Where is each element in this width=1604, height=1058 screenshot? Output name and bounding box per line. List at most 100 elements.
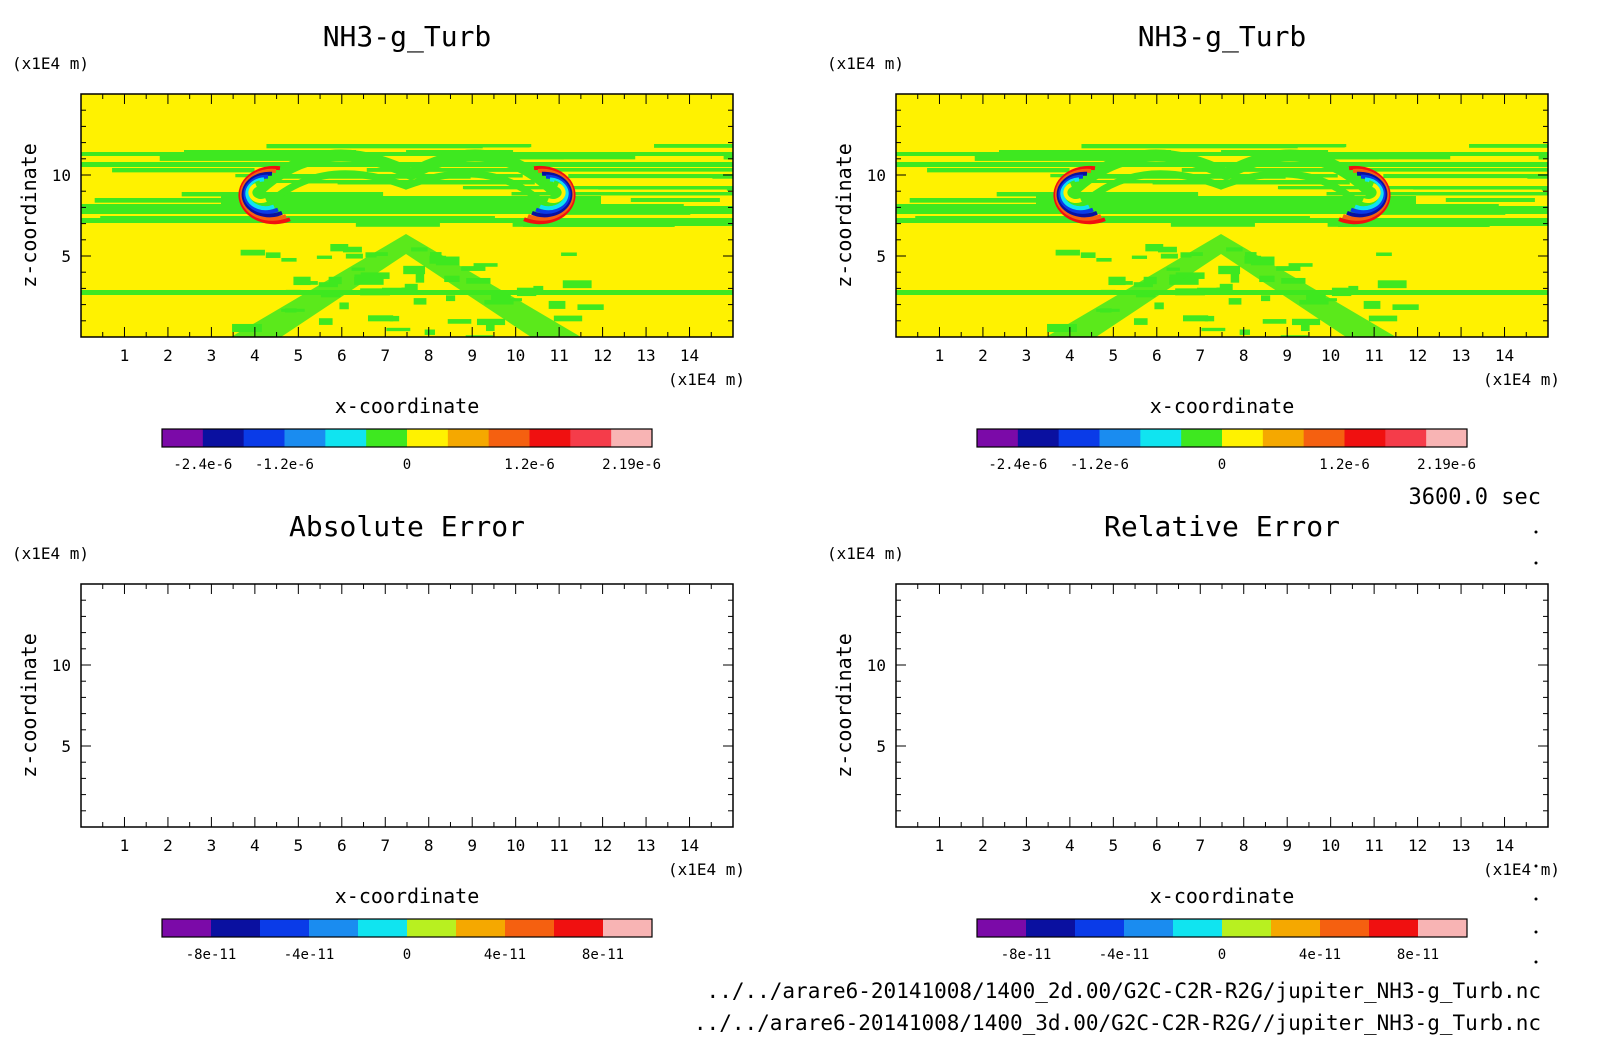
colorbar-swatch — [407, 429, 449, 447]
colorbar-frame — [161, 428, 653, 448]
x-tick-label: 7 — [1195, 346, 1205, 365]
x-tick-label: 4 — [250, 836, 260, 855]
colorbar-frame — [976, 918, 1468, 938]
x-axis-label: x-coordinate — [335, 394, 480, 418]
colorbar-swatch — [1058, 429, 1100, 447]
x-tick-label: 12 — [1408, 836, 1427, 855]
x-tick-label: 6 — [1152, 346, 1162, 365]
x-tick-label: 10 — [506, 836, 525, 855]
colorbar-label: -4e-11 — [1099, 947, 1150, 963]
x-tick-label: 6 — [1152, 836, 1162, 855]
colorbar-swatch — [488, 429, 530, 447]
x-axis-label: x-coordinate — [1150, 884, 1295, 908]
colorbar: -8e-11 -4e-11 0 4e-11 8e-11 — [161, 918, 653, 963]
colorbar-frame — [976, 428, 1468, 448]
x-tick-label: 10 — [1321, 346, 1340, 365]
x-tick-label: 14 — [680, 836, 699, 855]
colorbar-swatch — [1303, 429, 1345, 447]
x-tick-label: 5 — [294, 836, 304, 855]
x-unit-label: (x1E4 m) — [1483, 370, 1560, 389]
colorbar-swatch — [1181, 429, 1223, 447]
colorbar-swatch — [243, 429, 285, 447]
x-tick-label: 10 — [506, 346, 525, 365]
colorbar-swatch — [1369, 919, 1419, 937]
x-tick-label: 8 — [1239, 346, 1249, 365]
x-tick-label: 8 — [424, 836, 434, 855]
x-tick-label: 4 — [1065, 836, 1075, 855]
y-unit-label: (x1E4 m) — [827, 544, 904, 563]
x-tick-label: 14 — [1495, 346, 1514, 365]
colorbar-swatch — [284, 429, 326, 447]
colorbar-swatch — [447, 429, 490, 447]
margin-dots — [1534, 530, 1538, 964]
plot-frame — [80, 583, 734, 828]
colorbar-swatch — [1075, 919, 1125, 937]
time-label: 3600.0 sec — [1409, 485, 1541, 510]
x-tick-label: 12 — [593, 346, 612, 365]
x-tick-label: 12 — [1408, 346, 1427, 365]
colorbar-swatch — [529, 429, 571, 447]
colorbar-swatch — [162, 429, 204, 447]
x-tick-label: 9 — [467, 346, 477, 365]
panel-3: Absolute Error(x1E4 m)1 2 3 4 5 6 7 8 9 10 11 12 13 1… — [12, 510, 745, 963]
file-path-1: ../../arare6-20141008/1400_2d.00/G2C-C2R… — [707, 979, 1541, 1003]
colorbar-swatch — [554, 919, 604, 937]
colorbar-label: -8e-11 — [186, 947, 237, 963]
x-tick-label: 2 — [163, 836, 173, 855]
x-tick-label: 4 — [250, 346, 260, 365]
colorbar-label: 2.19e-6 — [602, 457, 661, 473]
y-axis-label: z-coordinate — [832, 633, 856, 778]
panel-title: NH3-g_Turb — [1138, 20, 1307, 54]
x-tick-label: 1 — [935, 836, 945, 855]
y-tick-label: 5 — [61, 737, 71, 756]
x-tick-label: 1 — [935, 346, 945, 365]
x-tick-label: 2 — [163, 346, 173, 365]
colorbar-label: 1.2e-6 — [504, 457, 555, 473]
x-tick-label: 2 — [978, 836, 988, 855]
colorbar-swatch — [1320, 919, 1370, 937]
panel-title: Absolute Error — [289, 510, 525, 543]
x-axis-label: x-coordinate — [1150, 394, 1295, 418]
field-background — [81, 94, 733, 337]
colorbar-label: 0 — [1218, 457, 1226, 473]
colorbar-frame — [161, 918, 653, 938]
x-tick-label: 7 — [1195, 836, 1205, 855]
colorbar: -2.4e-6 -1.2e-6 0 1.2e-6 2.19e-6 — [976, 428, 1476, 473]
panel-title: NH3-g_Turb — [323, 20, 492, 54]
colorbar-swatch — [603, 919, 653, 937]
x-tick-label: 8 — [1239, 836, 1249, 855]
colorbar-swatch — [505, 919, 555, 937]
x-tick-label: 10 — [1321, 836, 1340, 855]
x-tick-label: 3 — [1022, 836, 1032, 855]
y-unit-label: (x1E4 m) — [827, 54, 904, 73]
colorbar-label: -2.4e-6 — [173, 457, 232, 473]
colorbar-swatch — [260, 919, 310, 937]
colorbar-swatch — [366, 429, 408, 447]
colorbar-label: -8e-11 — [1001, 947, 1052, 963]
x-unit-label: (x1E4 m) — [1483, 860, 1560, 879]
x-unit-label: (x1E4 m) — [668, 860, 745, 879]
colorbar-swatch — [162, 919, 212, 937]
colorbar-swatch — [611, 429, 653, 447]
y-tick-label: 10 — [52, 166, 71, 185]
x-tick-label: 5 — [1109, 836, 1119, 855]
field-map — [81, 94, 733, 337]
y-tick-label: 5 — [61, 247, 71, 266]
x-tick-label: 8 — [424, 346, 434, 365]
colorbar-swatch — [358, 919, 408, 937]
y-unit-label: (x1E4 m) — [12, 54, 89, 73]
colorbar-swatch — [325, 429, 367, 447]
colorbar-swatch — [1124, 919, 1174, 937]
x-tick-label: 9 — [1282, 346, 1292, 365]
x-tick-label: 5 — [294, 346, 304, 365]
field-background — [896, 94, 1548, 337]
colorbar-label: 4e-11 — [1299, 947, 1341, 963]
colorbar-swatch — [407, 919, 457, 937]
x-tick-label: 13 — [1451, 346, 1470, 365]
x-tick-label: 6 — [337, 346, 347, 365]
x-tick-label: 4 — [1065, 346, 1075, 365]
x-tick-label: 11 — [550, 346, 569, 365]
x-tick-label: 7 — [380, 346, 390, 365]
panel-2: NH3-g_Turb(x1E4 m)1 2 3 4 5 6 7 8 9 10 11 12 13 14510… — [827, 20, 1560, 473]
